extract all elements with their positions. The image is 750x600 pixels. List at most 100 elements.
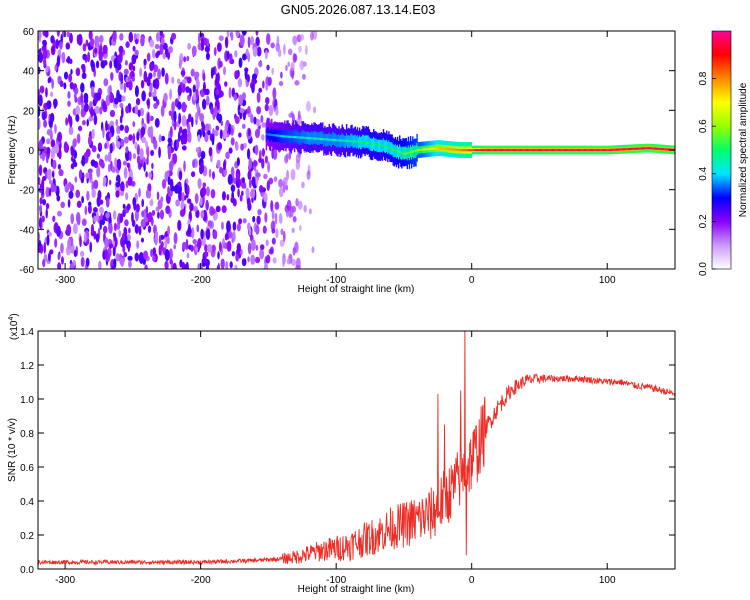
noise-blob — [207, 244, 213, 253]
noise-blob — [175, 199, 180, 207]
noise-blob — [61, 51, 66, 64]
track-core — [603, 149, 606, 152]
track-core — [302, 136, 304, 139]
track-core — [652, 147, 655, 150]
noise-blob — [138, 187, 141, 198]
noise-blob — [112, 31, 117, 42]
noise-blob — [186, 76, 192, 84]
noise-blob — [161, 178, 167, 189]
track-mid — [332, 132, 335, 145]
noise-blob — [79, 250, 85, 257]
track-core — [377, 143, 379, 147]
noise-blob — [251, 83, 255, 94]
track-core — [401, 151, 403, 155]
noise-blob — [41, 111, 47, 121]
noise-blob — [197, 238, 202, 249]
noise-blob — [247, 128, 251, 137]
track-core — [414, 149, 416, 153]
noise-blob — [85, 39, 89, 47]
track-mid — [337, 135, 339, 148]
noise-blob — [143, 161, 146, 172]
noise-blob — [43, 58, 47, 67]
colorbar-label: Normalized spectral amplitude — [738, 82, 749, 217]
noise-blob — [177, 131, 181, 142]
track-core — [528, 149, 530, 152]
noise-blob — [141, 210, 145, 218]
noise-blob — [135, 98, 141, 106]
noise-blob — [250, 188, 256, 199]
track-core — [443, 147, 445, 150]
noise-blob — [156, 50, 161, 56]
track-core — [600, 149, 603, 152]
track-core — [399, 151, 401, 154]
noise-blob — [258, 62, 263, 68]
track-mid — [266, 126, 269, 140]
noise-blob — [67, 199, 71, 208]
noise-blob — [160, 105, 165, 117]
noise-blob — [57, 262, 62, 269]
noise-blob — [158, 134, 162, 143]
noise-blob — [166, 235, 170, 244]
track-core — [660, 147, 662, 151]
track-core — [405, 152, 407, 155]
noise-blob — [89, 37, 95, 47]
noise-blob — [204, 123, 210, 132]
noise-blob — [170, 185, 176, 192]
noise-blob — [102, 126, 105, 139]
noise-blob — [104, 154, 109, 162]
track-core — [463, 149, 465, 152]
noise-blob — [38, 118, 41, 130]
track-core — [285, 135, 287, 138]
track-mid — [322, 131, 324, 144]
noise-blob — [234, 116, 240, 125]
noise-blob — [63, 141, 68, 153]
snr-background — [38, 331, 675, 569]
noise-blob — [205, 199, 209, 211]
track-core — [433, 147, 436, 150]
x-tick-label: 0 — [469, 275, 475, 286]
noise-blob — [140, 218, 146, 228]
track-core — [340, 139, 342, 142]
noise-blob — [133, 200, 137, 211]
track-core — [280, 134, 283, 138]
noise-blob — [118, 45, 124, 54]
noise-blob — [126, 203, 131, 211]
noise-blob — [104, 237, 109, 249]
noise-blob — [197, 32, 201, 44]
track-core — [564, 149, 567, 152]
track-core — [553, 149, 555, 152]
noise-blob — [140, 126, 146, 136]
track-core — [328, 138, 330, 141]
noise-blob — [54, 143, 60, 155]
noise-blob — [120, 106, 124, 119]
noise-blob — [64, 183, 70, 193]
track-core — [395, 149, 398, 152]
noise-blob — [60, 201, 65, 209]
track-core — [288, 135, 290, 138]
noise-blob — [164, 260, 169, 269]
track-core — [313, 137, 315, 140]
y-tick-label: 0.0 — [20, 565, 34, 576]
x-tick-label: -100 — [326, 275, 346, 286]
noise-blob — [91, 128, 95, 140]
noise-blob — [95, 92, 102, 101]
track-mid — [395, 145, 398, 159]
noise-blob — [167, 175, 171, 186]
noise-blob — [171, 101, 175, 113]
track-core — [647, 147, 649, 150]
noise-blob — [301, 181, 305, 189]
track-core — [592, 149, 594, 152]
noise-blob — [214, 129, 219, 137]
track-core — [596, 149, 598, 152]
noise-blob — [122, 160, 128, 166]
noise-blob — [146, 112, 150, 124]
track-core — [299, 136, 301, 139]
track-core — [406, 152, 409, 155]
noise-blob — [218, 60, 223, 68]
noise-blob — [96, 165, 101, 178]
noise-blob — [286, 169, 290, 181]
noise-blob — [234, 70, 239, 80]
track-core — [525, 149, 528, 152]
noise-blob — [287, 61, 290, 67]
